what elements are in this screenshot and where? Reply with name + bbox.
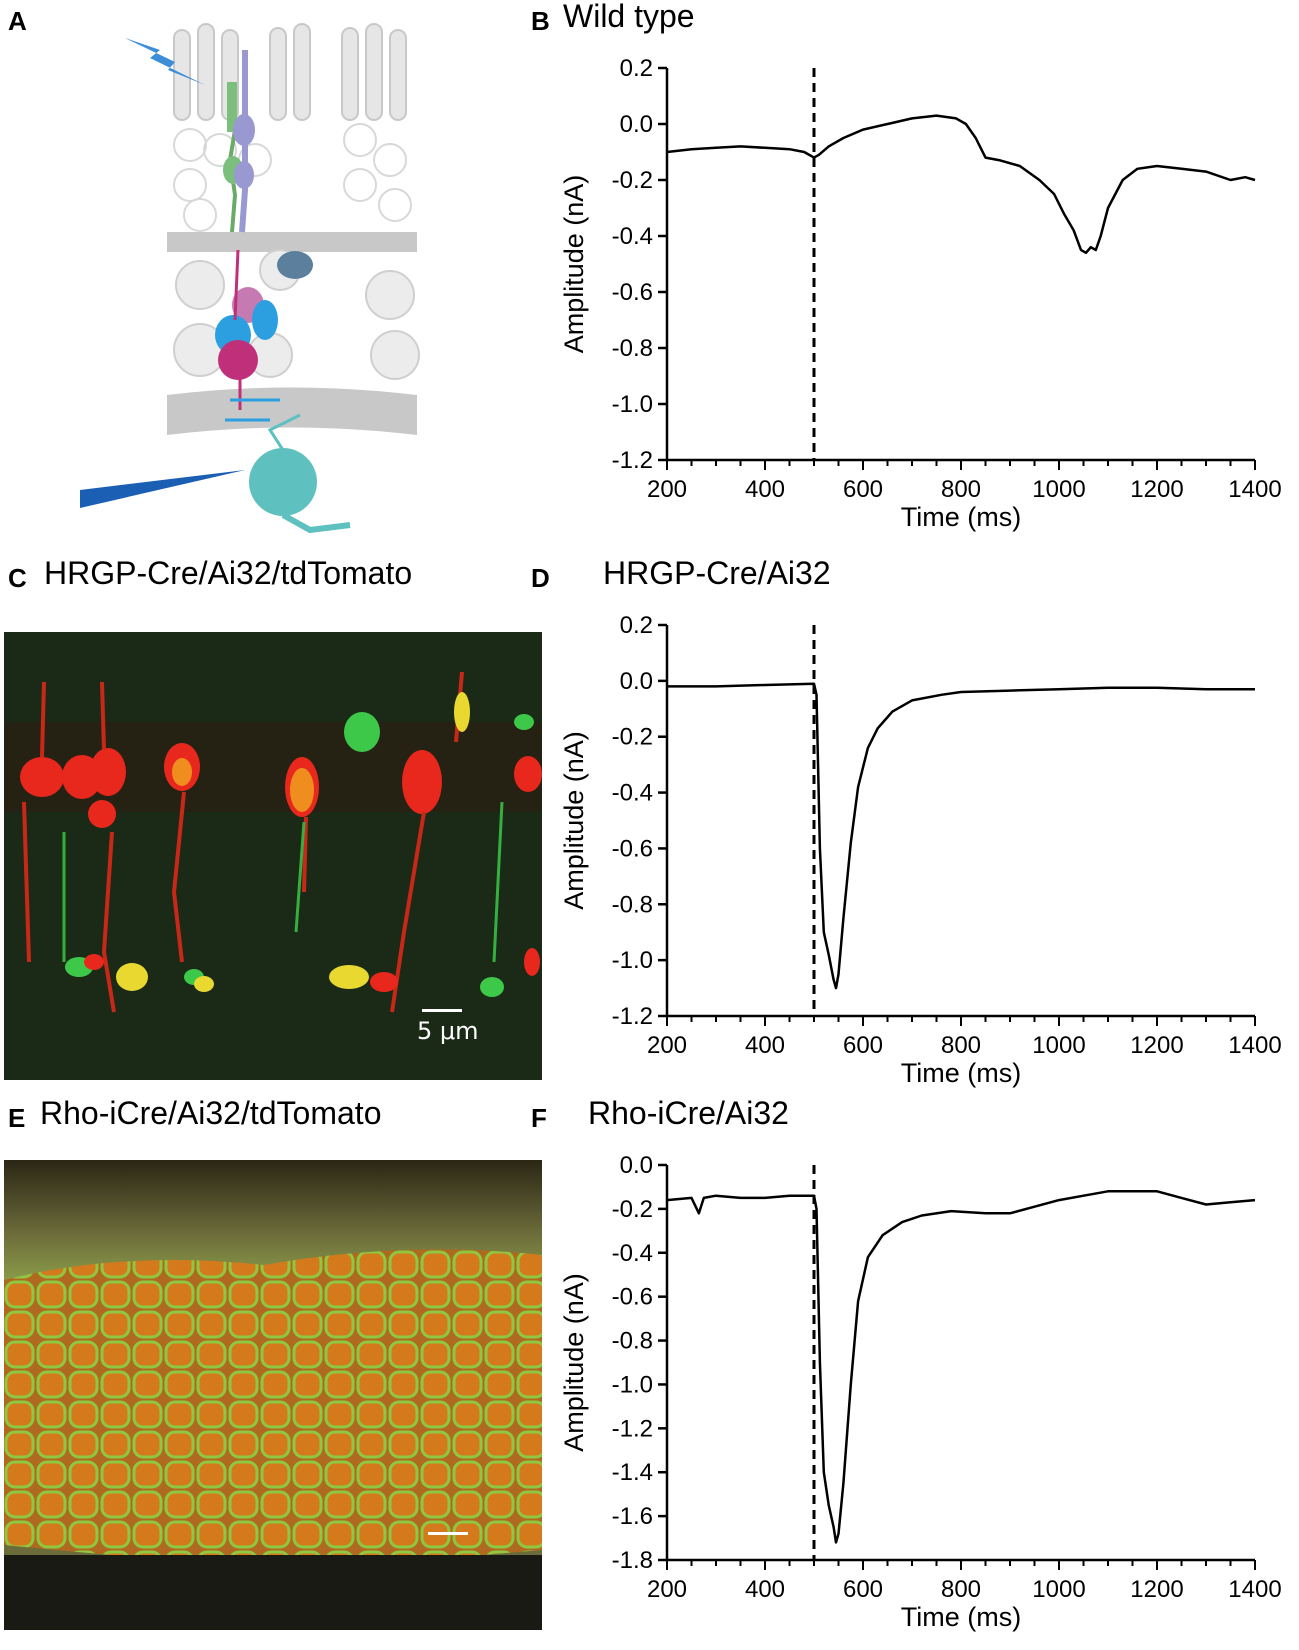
x-axis-title-f: Time (ms) [901, 1602, 1021, 1632]
electrode-icon [80, 470, 245, 508]
y-tick-label-b: -0.6 [612, 279, 653, 306]
panel-title-e: Rho-iCre/Ai32/tdTomato [40, 1095, 382, 1131]
y-axis-title-d: Amplitude (nA) [559, 731, 589, 910]
retina-schematic [80, 23, 420, 534]
scalebar-e [428, 1532, 468, 1535]
panel-letter-c: C [8, 563, 27, 593]
y-tick-label-b: -1.2 [612, 447, 653, 474]
y-tick-label-f: -0.8 [612, 1328, 653, 1355]
x-tick-label-b: 800 [941, 476, 981, 503]
micrograph-hrgp: 5 μm [4, 632, 542, 1080]
x-tick-label-f: 1000 [1032, 1576, 1085, 1603]
y-tick-label-b: 0.0 [620, 111, 653, 138]
x-tick-label-b: 600 [843, 476, 883, 503]
x-axis-title-b: Time (ms) [901, 502, 1021, 532]
scalebar-label-c: 5 μm [417, 1017, 479, 1045]
y-tick-label-d: 0.2 [620, 612, 653, 639]
trace-b [666, 114, 1256, 255]
y-tick-label-f: -1.6 [612, 1503, 653, 1530]
x-axis-title-d: Time (ms) [901, 1058, 1021, 1088]
y-axis-title-f: Amplitude (nA) [559, 1273, 589, 1452]
x-tick-label-f: 600 [843, 1576, 883, 1603]
trace-f [666, 1190, 1256, 1544]
panel-letter-b: B [531, 6, 550, 36]
panel-letter-f: F [531, 1103, 547, 1133]
y-tick-label-f: -1.0 [612, 1371, 653, 1398]
y-axis-title-b: Amplitude (nA) [559, 175, 589, 354]
x-tick-label-d: 800 [941, 1032, 981, 1059]
y-tick-label-d: -0.8 [612, 891, 653, 918]
ipl-band [167, 387, 417, 435]
x-tick-label-d: 200 [647, 1032, 687, 1059]
y-tick-label-f: -1.8 [612, 1547, 653, 1574]
y-tick-label-b: 0.2 [620, 55, 653, 82]
x-tick-label-d: 600 [843, 1032, 883, 1059]
trace-d [667, 682, 1255, 990]
micrograph-rho-image [4, 1160, 542, 1630]
x-tick-label-b: 1200 [1130, 476, 1183, 503]
x-tick-label-f: 800 [941, 1576, 981, 1603]
micrograph-hrgp-image [4, 632, 542, 1080]
panel-title-f: Rho-iCre/Ai32 [588, 1095, 789, 1131]
panel-title-b: Wild type [563, 0, 695, 34]
panel-letter-a: A [8, 6, 27, 36]
opl-band [167, 232, 417, 252]
y-tick-label-f: 0.0 [620, 1152, 653, 1179]
y-tick-label-b: -1.0 [612, 391, 653, 418]
light-flash-icon [125, 38, 205, 85]
x-tick-label-d: 400 [745, 1032, 785, 1059]
y-tick-label-f: -0.4 [612, 1240, 653, 1267]
x-tick-label-b: 1000 [1032, 476, 1085, 503]
x-tick-label-b: 1400 [1228, 476, 1281, 503]
scalebar-c [422, 1009, 462, 1012]
y-tick-label-f: -0.6 [612, 1284, 653, 1311]
y-tick-label-f: -1.4 [612, 1459, 653, 1486]
panel-letter-e: E [8, 1103, 26, 1133]
y-tick-label-d: -0.4 [612, 780, 653, 807]
y-tick-label-b: -0.8 [612, 335, 653, 362]
panel-title-c: HRGP-Cre/Ai32/tdTomato [44, 555, 413, 591]
x-tick-label-b: 400 [745, 476, 785, 503]
micrograph-rho [4, 1160, 542, 1630]
x-tick-label-f: 1400 [1228, 1576, 1281, 1603]
y-tick-label-f: -0.2 [612, 1196, 653, 1223]
x-tick-label-d: 1200 [1130, 1032, 1183, 1059]
y-tick-label-b: -0.2 [612, 167, 653, 194]
x-tick-label-d: 1000 [1032, 1032, 1085, 1059]
x-tick-label-d: 1400 [1228, 1032, 1281, 1059]
y-tick-label-d: -1.0 [612, 947, 653, 974]
panel-letter-d: D [531, 563, 550, 593]
y-tick-label-b: -0.4 [612, 223, 653, 250]
x-tick-label-f: 1200 [1130, 1576, 1183, 1603]
x-tick-label-f: 400 [745, 1576, 785, 1603]
y-tick-label-f: -1.2 [612, 1415, 653, 1442]
y-tick-label-d: 0.0 [620, 668, 653, 695]
y-tick-label-d: -1.2 [612, 1003, 653, 1030]
y-tick-label-d: -0.6 [612, 835, 653, 862]
y-tick-label-d: -0.2 [612, 724, 653, 751]
x-tick-label-b: 200 [647, 476, 687, 503]
x-tick-label-f: 200 [647, 1576, 687, 1603]
panel-title-d: HRGP-Cre/Ai32 [603, 555, 831, 591]
